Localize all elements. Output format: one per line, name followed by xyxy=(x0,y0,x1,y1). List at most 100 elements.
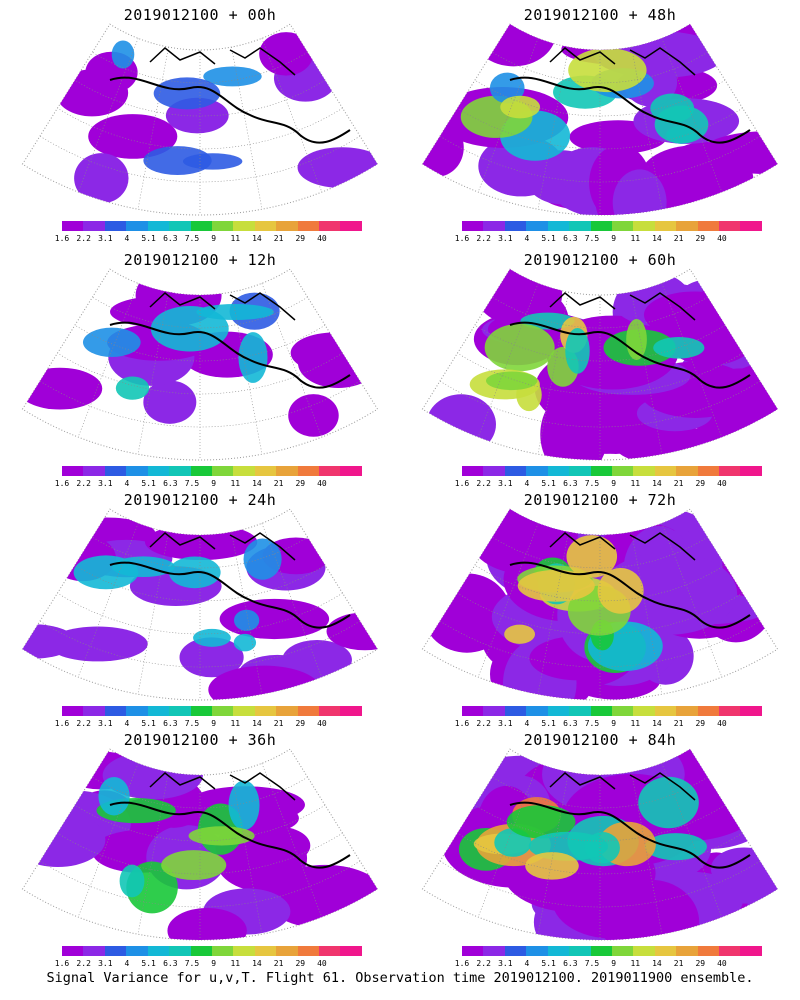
colorbar-tick-label: 6.3 xyxy=(563,234,578,243)
colorbar-swatch xyxy=(590,466,612,476)
colorbar-tick-label: 5.1 xyxy=(141,479,156,488)
colorbar-swatch xyxy=(483,221,505,231)
colorbar-swatch xyxy=(126,946,148,956)
colorbar xyxy=(462,221,762,231)
longitude-line xyxy=(537,532,569,695)
colorbar-tick-label: 1.6 xyxy=(54,234,70,243)
colorbar-swatch xyxy=(233,221,255,231)
panel-title: 2019012100 + 00h xyxy=(123,6,277,24)
variance-blob xyxy=(143,380,197,424)
colorbar-tick-label: 40 xyxy=(317,959,327,968)
colorbar-swatch xyxy=(62,221,84,231)
longitude-line xyxy=(661,523,723,678)
colorbar-swatch xyxy=(254,946,277,956)
colorbar-swatch xyxy=(547,706,570,716)
colorbar-swatch xyxy=(526,221,548,231)
colorbar-tick-label: 3.1 xyxy=(498,719,513,728)
colorbar-tick-label: 40 xyxy=(717,719,727,728)
colorbar-swatch xyxy=(483,706,505,716)
colorbar-swatch xyxy=(319,466,341,476)
variance-core xyxy=(188,826,255,846)
colorbar-tick-label: 4 xyxy=(524,719,530,728)
colorbar-swatch xyxy=(190,221,212,231)
map-12h xyxy=(21,268,379,461)
colorbar-tick-label: 3.1 xyxy=(498,479,513,488)
colorbar-swatch xyxy=(654,706,677,716)
colorbar-swatch xyxy=(676,466,698,476)
colorbar xyxy=(462,466,762,476)
colorbar-swatch xyxy=(504,946,527,956)
panel-24h: 2019012100 + 24h 1.6 2.2 3.1 4 5.1 6.3 7.5 9 11 1… xyxy=(0,485,400,728)
panel-60h: 2019012100 + 60h 1.6 2.2 3.1 4 5.1 6.3 7.5 9 11 1… xyxy=(400,245,800,488)
colorbar-tick-label: 14 xyxy=(652,234,662,243)
panel-title: 2019012100 + 72h xyxy=(523,491,677,509)
colorbar-swatch xyxy=(719,466,741,476)
panel-12h: 2019012100 + 12h 1.6 2.2 3.1 4 5.1 6.3 7.5 9 11 1… xyxy=(0,245,400,488)
colorbar-tick-label: 2.2 xyxy=(76,719,91,728)
colorbar-swatch xyxy=(276,466,298,476)
coastline xyxy=(509,76,751,144)
colorbar-tick-label: 11 xyxy=(630,959,641,968)
colorbar-swatch xyxy=(83,946,105,956)
colorbar-swatch xyxy=(83,706,105,716)
map-00h xyxy=(21,23,379,216)
variance-core xyxy=(525,852,579,880)
panel-title: 2019012100 + 12h xyxy=(123,251,277,269)
colorbar-swatch xyxy=(547,946,570,956)
longitude-line xyxy=(137,532,169,695)
longitude-line xyxy=(477,523,539,678)
colorbar-tick-label: 9 xyxy=(211,959,217,968)
colorbar-tick-label: 40 xyxy=(717,234,727,243)
colorbar-swatch xyxy=(254,221,277,231)
colorbar-tick-label: 29 xyxy=(695,719,706,728)
colorbar xyxy=(62,466,362,476)
colorbar-tick-label: 21 xyxy=(673,479,684,488)
colorbar-swatch xyxy=(211,466,234,476)
colorbar-swatch xyxy=(297,946,320,956)
longitude-line xyxy=(477,38,539,193)
colorbar-tick-label: 6.3 xyxy=(163,719,178,728)
variance-blob xyxy=(612,169,667,216)
latitude-line xyxy=(492,51,708,84)
colorbar-labels: 1.6 2.2 3.1 4 5.1 6.3 7.5 9 11 14 21 29 40 xyxy=(52,479,372,489)
colorbar-swatch xyxy=(340,946,362,956)
colorbar-tick-label: 4 xyxy=(524,959,530,968)
colorbar-tick-label: 5.1 xyxy=(541,959,556,968)
colorbar-tick-label: 3.1 xyxy=(98,479,113,488)
colorbar-tick-label: 1.6 xyxy=(54,719,70,728)
colorbar-tick-label: 5.1 xyxy=(141,959,156,968)
colorbar-swatch xyxy=(611,466,634,476)
colorbar-tick-label: 40 xyxy=(717,959,727,968)
colorbar-swatch xyxy=(697,221,720,231)
panel-title: 2019012100 + 84h xyxy=(523,731,677,749)
colorbar-swatch xyxy=(147,466,170,476)
colorbar-swatch xyxy=(126,466,148,476)
colorbar-tick-label: 3.1 xyxy=(98,234,113,243)
longitude-line xyxy=(77,283,139,438)
colorbar-tick-label: 3.1 xyxy=(98,959,113,968)
variance-core xyxy=(233,609,260,631)
colorbar-tick-label: 40 xyxy=(317,719,327,728)
colorbar-tick-label: 9 xyxy=(611,719,617,728)
variance-core xyxy=(193,628,231,647)
colorbar-swatch xyxy=(633,946,655,956)
longitude-line xyxy=(261,283,323,438)
longitude-line xyxy=(231,47,263,210)
colorbar-tick-label: 5.1 xyxy=(141,719,156,728)
variance-field xyxy=(423,509,776,701)
variance-blob xyxy=(701,131,778,175)
colorbar-tick-label: 4 xyxy=(124,959,130,968)
colorbar-swatch xyxy=(276,221,298,231)
colorbar xyxy=(462,946,762,956)
colorbar-tick-label: 11 xyxy=(230,479,241,488)
colorbar-tick-label: 6.3 xyxy=(563,479,578,488)
variance-blob xyxy=(22,367,103,410)
colorbar-swatch xyxy=(504,706,527,716)
colorbar-swatch xyxy=(697,706,720,716)
colorbar-swatch xyxy=(104,466,127,476)
coastline xyxy=(509,321,751,389)
colorbar-swatch xyxy=(654,466,677,476)
colorbar-swatch xyxy=(526,946,548,956)
panel-48h: 2019012100 + 48h 1.6 2.2 3.1 4 5.1 6.3 7.5 9 11 1… xyxy=(400,0,800,243)
colorbar-tick-label: 6.3 xyxy=(163,959,178,968)
